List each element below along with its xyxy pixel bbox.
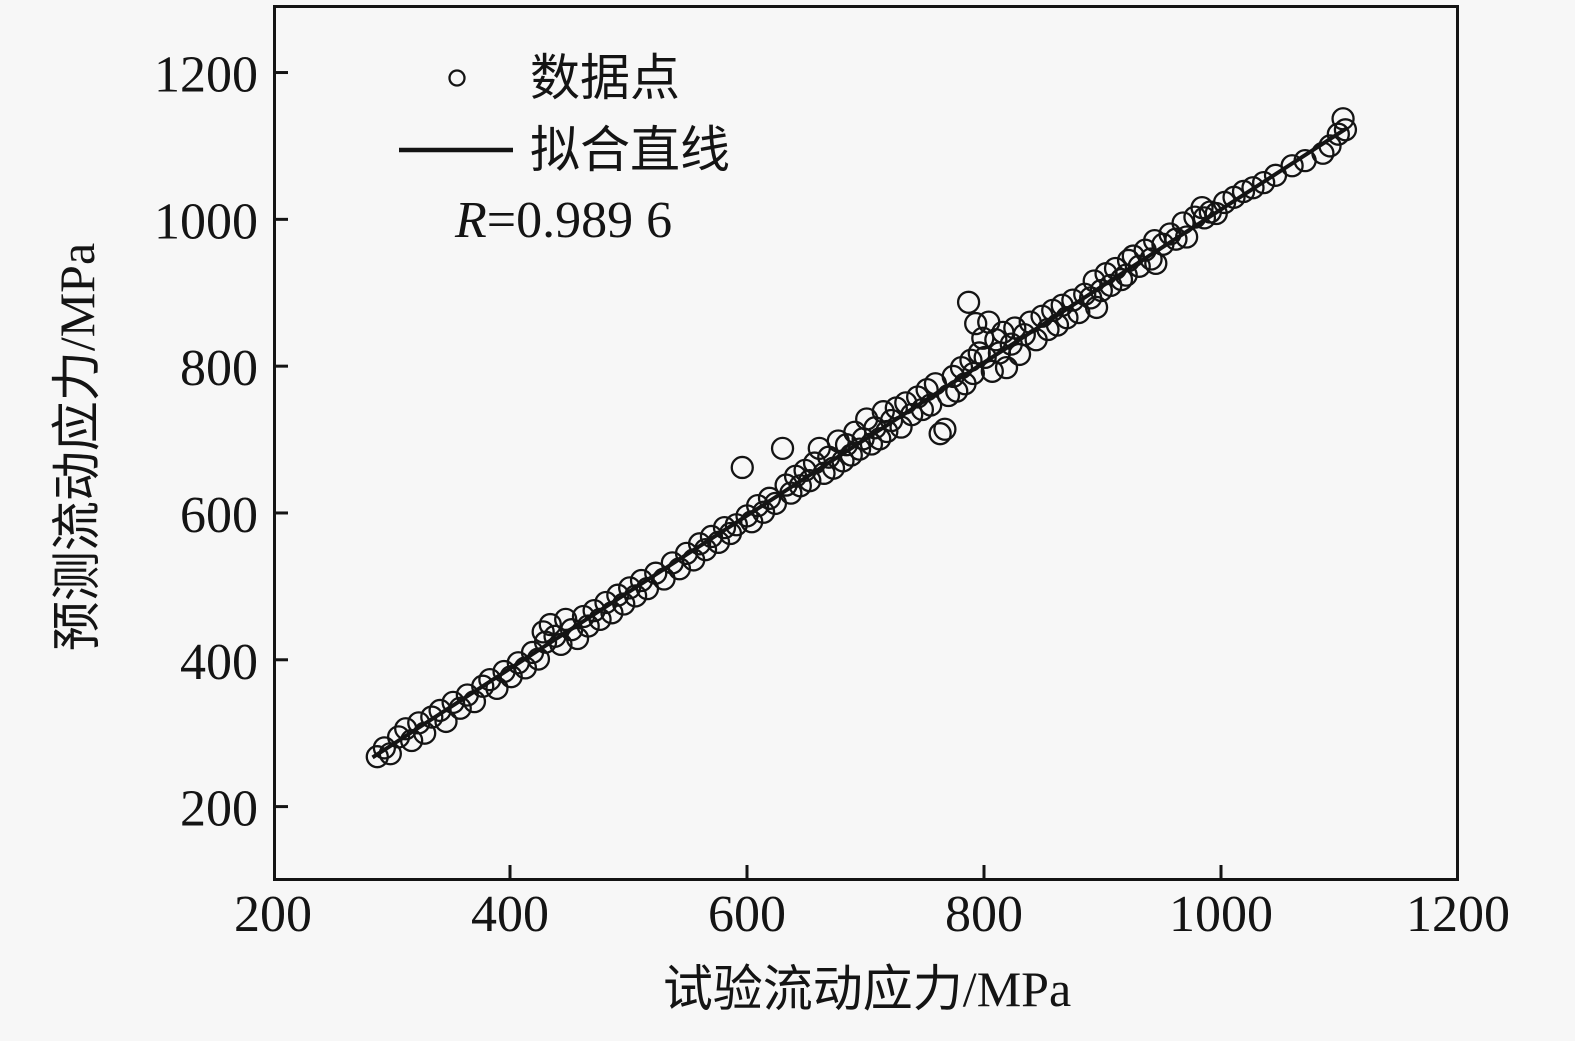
data-point (798, 469, 822, 493)
data-point (994, 355, 1019, 380)
data-point (706, 530, 731, 554)
data-point (961, 361, 985, 386)
data-point (1252, 170, 1276, 195)
x-tick-label: 600 (708, 886, 786, 943)
legend: 数据点 拟合直线 R=0.989 6 (399, 50, 730, 249)
data-point (687, 532, 712, 556)
x-tick-label: 1200 (1406, 886, 1510, 943)
data-point (1127, 254, 1151, 278)
data-point (1311, 141, 1335, 165)
data-point (770, 436, 795, 461)
data-point (984, 328, 1008, 352)
data-point (868, 427, 892, 451)
y-tick-label: 800 (180, 340, 258, 397)
data-point (600, 601, 624, 625)
data-point (712, 516, 737, 540)
y-tick-label: 200 (180, 781, 258, 838)
data-point (933, 417, 957, 441)
data-point (855, 407, 879, 431)
data-point (1231, 179, 1256, 204)
x-tick-label: 200 (234, 886, 312, 943)
data-point (1333, 118, 1358, 142)
data-point (894, 391, 918, 415)
data-point (471, 674, 495, 698)
scatter-points (365, 107, 1358, 769)
data-point (956, 290, 981, 314)
axis-tick-labels: 200 400 600 800 1000 1200 200 400 600 800 1000 1200 (154, 47, 1510, 943)
data-point (543, 624, 567, 648)
data-point (386, 725, 411, 749)
data-point (623, 584, 648, 608)
data-point (964, 311, 988, 336)
data-point (448, 696, 472, 720)
data-point (959, 348, 983, 372)
data-point (919, 393, 943, 417)
y-tick-label: 600 (180, 487, 258, 544)
data-point (751, 500, 776, 524)
data-point (413, 721, 437, 745)
data-point (1241, 176, 1265, 200)
data-point (612, 592, 636, 616)
data-point (973, 345, 997, 369)
data-point (746, 493, 770, 518)
data-point (588, 607, 612, 632)
data-point (531, 620, 555, 644)
data-point (1061, 288, 1085, 312)
data-point (1084, 295, 1109, 320)
y-tick-label: 1000 (154, 193, 258, 250)
data-point (1318, 134, 1342, 158)
data-point (1192, 206, 1217, 230)
y-tick-label: 400 (180, 634, 258, 691)
data-point (1055, 306, 1079, 330)
data-point (420, 705, 444, 729)
data-point (945, 379, 969, 403)
data-point (928, 422, 952, 446)
data-point (618, 576, 642, 600)
data-point (513, 656, 538, 680)
data-point (834, 433, 859, 457)
data-point (1331, 107, 1355, 131)
x-tick-label: 1000 (1169, 886, 1273, 943)
data-point (1280, 154, 1304, 178)
data-point (871, 400, 895, 424)
data-point (1164, 227, 1188, 251)
data-point (875, 419, 899, 444)
y-axis-title: 预测流动应力/MPa (49, 243, 105, 651)
data-point (1139, 247, 1163, 271)
data-point (538, 612, 562, 637)
data-point (757, 486, 782, 510)
data-point (693, 538, 718, 562)
data-point (1174, 225, 1199, 249)
correlation-coefficient: R=0.989 6 (454, 192, 672, 249)
data-point (699, 524, 724, 549)
data-point (1012, 322, 1036, 347)
data-point (629, 568, 654, 593)
x-axis-title: 试验流动应力/MPa (663, 961, 1071, 1017)
data-point (730, 455, 754, 480)
y-tick-label: 1200 (154, 47, 258, 104)
legend-label-fit-line: 拟合直线 (530, 122, 730, 178)
plot-border (273, 5, 1459, 881)
data-point (900, 402, 924, 427)
data-point (847, 437, 872, 461)
legend-label-data-points: 数据点 (530, 50, 680, 106)
data-point (576, 614, 600, 638)
data-point (1171, 211, 1195, 235)
legend-open-circle-icon (448, 69, 466, 87)
axis-tick-marks (273, 71, 1223, 880)
x-tick-label: 800 (945, 886, 1023, 943)
x-tick-label: 400 (471, 886, 549, 943)
